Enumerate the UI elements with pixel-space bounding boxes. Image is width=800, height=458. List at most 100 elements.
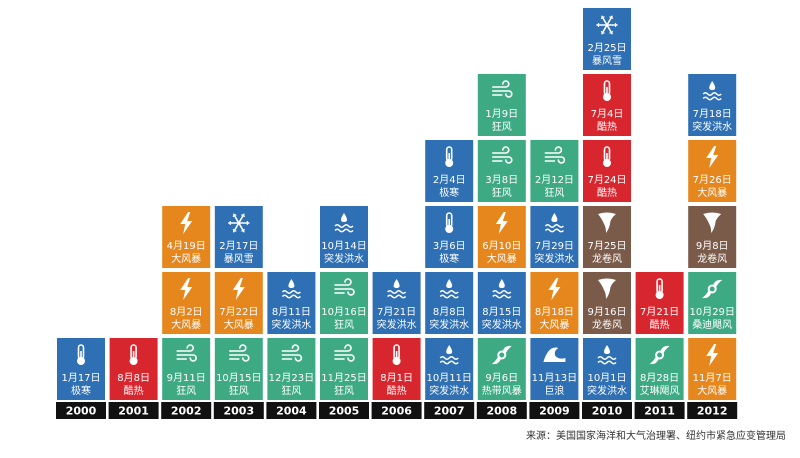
event-date: 10月15日: [216, 372, 261, 384]
event-type: 龙卷风: [592, 252, 622, 265]
event-date: 7月4日: [591, 108, 624, 120]
year-label-2011: 2011: [634, 402, 685, 419]
event-date: 8月15日: [482, 306, 521, 318]
year-label-2003: 2003: [213, 402, 264, 419]
event-date: 1月9日: [485, 108, 518, 120]
tile-background: [57, 338, 105, 400]
event-date: 3月8日: [485, 174, 518, 186]
year-text: 2012: [697, 405, 728, 418]
event-type: 突发洪水: [429, 318, 469, 331]
tile-background: [688, 272, 737, 334]
event-type: 狂风: [492, 187, 512, 199]
wind-icon: [229, 344, 250, 362]
source-note: 来源：美国国家海洋和大气治理署、纽约市紧急应变管理局: [526, 431, 786, 442]
snowflake-icon: [596, 15, 618, 35]
event-date: 9月11日: [167, 372, 206, 384]
lightning-icon: [180, 212, 193, 234]
waves-icon: [597, 345, 617, 365]
thermometer-icon: [445, 146, 454, 167]
event-date: 7月18日: [693, 108, 732, 120]
event-type: 狂风: [544, 187, 564, 199]
year-text: 2000: [66, 405, 97, 418]
waves-icon: [334, 213, 354, 233]
event-date: 10月14日: [321, 240, 366, 252]
event-type: 突发洪水: [271, 318, 311, 331]
event-date: 12月23日: [269, 372, 314, 384]
event-date: 3月6日: [433, 240, 466, 252]
event-type: 狂风: [176, 385, 196, 397]
snowflake-icon: [228, 213, 250, 233]
lightning-icon: [706, 344, 719, 366]
lightning-icon: [706, 146, 719, 168]
event-date: 2月12日: [535, 174, 574, 186]
hurricane-icon: [491, 345, 512, 365]
event-date: 1月17日: [61, 372, 100, 384]
event-type: 酷热: [387, 384, 407, 397]
tile-background: [583, 74, 631, 136]
tile-background: [635, 338, 684, 400]
thermometer-icon: [603, 146, 611, 167]
event-type: 龙卷风: [592, 318, 622, 331]
event-type: 极寒: [439, 252, 459, 265]
event-date: 10月11日: [426, 372, 471, 384]
year-text: 2002: [171, 405, 202, 418]
event-type: 极寒: [71, 384, 91, 397]
event-date: 7月29日: [535, 240, 574, 252]
thermometer-icon: [603, 80, 611, 101]
year-label-2005: 2005: [319, 402, 369, 419]
hurricane-icon: [649, 345, 670, 365]
year-label-2000: 2000: [56, 402, 106, 419]
thermometer-icon: [77, 344, 85, 365]
wind-icon: [176, 344, 197, 362]
lightning-icon: [495, 212, 508, 234]
event-type: 酷热: [124, 384, 144, 397]
year-text: 2001: [118, 405, 149, 418]
event-type: 狂风: [492, 121, 512, 133]
waves-icon: [439, 279, 459, 299]
event-type: 桑迪飓风: [692, 319, 732, 331]
event-date: 10月1日: [587, 372, 626, 384]
tile-background: [162, 338, 211, 400]
event-date: 9月6日: [485, 372, 518, 384]
waves-icon: [702, 81, 722, 101]
event-date: 7月25日: [587, 240, 626, 252]
year-label-2012: 2012: [687, 402, 738, 419]
event-type: 巨浪: [544, 384, 564, 397]
event-date: 8月11日: [272, 306, 311, 318]
event-date: 6月10日: [482, 240, 521, 252]
event-date: 4月19日: [167, 240, 206, 252]
event-type: 大风暴: [539, 318, 569, 331]
year-text: 2011: [644, 405, 675, 418]
year-text: 2008: [486, 405, 517, 418]
event-type: 狂风: [334, 319, 354, 331]
year-text: 2005: [329, 405, 360, 418]
event-type: 突发洪水: [692, 120, 732, 133]
wind-icon: [492, 146, 513, 164]
lightning-icon: [180, 278, 193, 300]
event-type: 狂风: [281, 385, 301, 397]
lightning-icon: [232, 278, 245, 300]
wind-icon: [492, 80, 513, 98]
